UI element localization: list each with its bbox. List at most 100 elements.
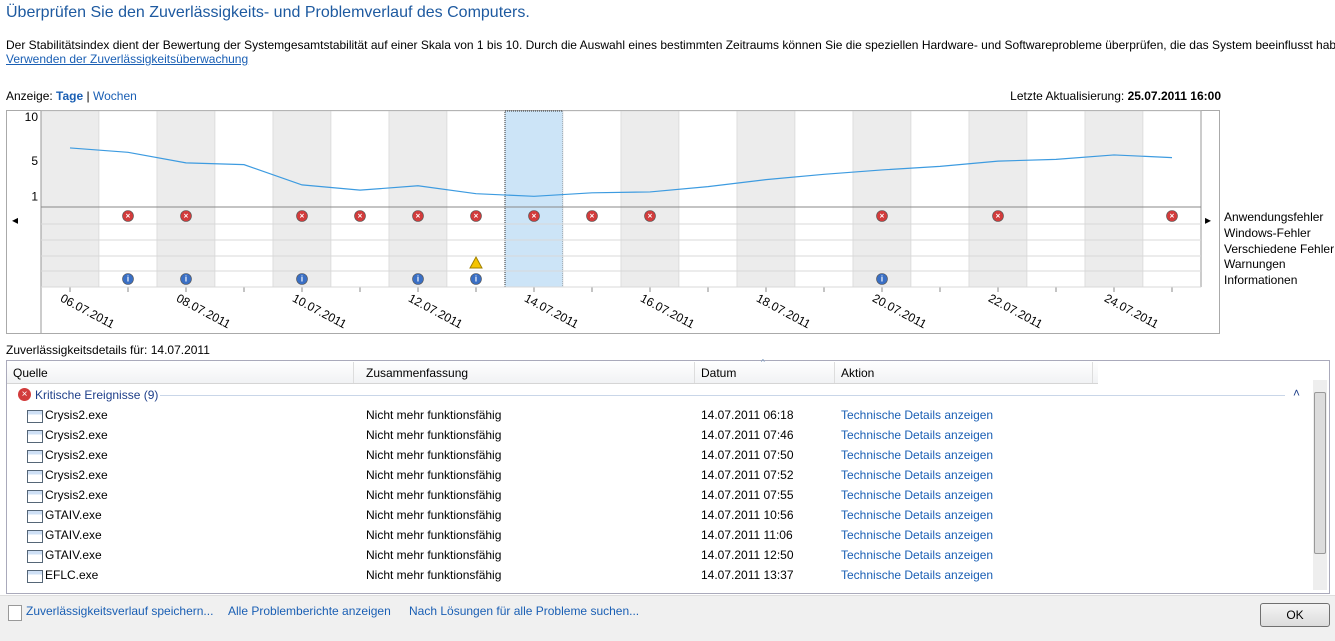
cell: 14.07.2011 07:46 xyxy=(701,428,794,442)
icon-glyph: × xyxy=(300,212,305,221)
cell: EFLC.exe xyxy=(45,568,99,582)
cell: Nicht mehr funktionsfähig xyxy=(366,468,502,482)
icon-glyph: × xyxy=(358,212,363,221)
row-icon xyxy=(27,450,43,463)
error-icon xyxy=(644,210,656,222)
y-tick-label: 10 xyxy=(25,110,39,124)
icon-glyph: × xyxy=(880,212,885,221)
info-icon xyxy=(470,273,482,285)
cell: Nicht mehr funktionsfähig xyxy=(366,488,502,502)
selected-day xyxy=(504,110,564,288)
cell: Nicht mehr funktionsfähig xyxy=(366,528,502,542)
row-icon xyxy=(27,510,43,523)
cell: GTAIV.exe xyxy=(45,508,102,522)
update-label: Letzte Aktualisierung: xyxy=(1010,89,1125,103)
scrollbar[interactable] xyxy=(1313,380,1327,590)
column-sep xyxy=(1092,362,1093,383)
error-icon xyxy=(296,210,308,222)
stability-line xyxy=(69,147,1173,197)
error-icon xyxy=(992,210,1004,222)
cell: Crysis2.exe xyxy=(45,448,108,462)
collapse: ˄ xyxy=(1293,386,1301,400)
cell: Nicht mehr funktionsfähig xyxy=(366,428,502,442)
cell: 14.07.2011 07:55 xyxy=(701,488,794,502)
days-link[interactable]: Tage xyxy=(56,89,84,103)
column-header[interactable]: Aktion xyxy=(841,366,875,380)
sep: | xyxy=(86,89,90,103)
scroll-right: ▸ xyxy=(1205,213,1211,227)
day-column xyxy=(272,110,332,288)
footer-link[interactable]: Zuverlässigkeitsverlauf speichern... xyxy=(26,604,214,618)
icon-glyph: × xyxy=(1170,212,1175,221)
info-icon xyxy=(122,273,134,285)
cell: Nicht mehr funktionsfähig xyxy=(366,408,502,422)
error-icon xyxy=(528,210,540,222)
details-label: Zuverlässigkeitsdetails für: 14.07.2011 xyxy=(6,343,210,357)
details-link[interactable]: Technische Details anzeigen xyxy=(841,488,994,502)
day-column xyxy=(620,110,680,288)
cell: Crysis2.exe xyxy=(45,468,108,482)
row-icon xyxy=(27,530,43,543)
error-icon xyxy=(354,210,366,222)
info-icon xyxy=(876,273,888,285)
row-label: Windows-Fehler xyxy=(1224,226,1311,240)
y-tick-label: 1 xyxy=(31,189,38,203)
footer-link[interactable]: Nach Lösungen für alle Probleme suchen..… xyxy=(409,604,640,618)
details-link[interactable]: Technische Details anzeigen xyxy=(841,508,994,522)
info-icon xyxy=(412,273,424,285)
day-column xyxy=(736,110,796,288)
icon-glyph: i xyxy=(301,275,303,284)
icon-glyph: × xyxy=(184,212,189,221)
column-sep xyxy=(694,362,695,383)
icon-glyph: i xyxy=(417,275,419,284)
day-column xyxy=(910,110,970,288)
sort-arrow: ^ xyxy=(761,358,765,367)
icon-glyph: × xyxy=(126,212,131,221)
icon-glyph: × xyxy=(996,212,1001,221)
details-link[interactable]: Technische Details anzeigen xyxy=(841,548,994,562)
error-icon xyxy=(1166,210,1178,222)
help-link[interactable]: Verwenden der Zuverlässigkeitsüberwachun… xyxy=(6,52,249,66)
row-icon xyxy=(27,490,43,503)
error-icon xyxy=(470,210,482,222)
cell: 14.07.2011 12:50 xyxy=(701,548,794,562)
details-link[interactable]: Technische Details anzeigen xyxy=(841,568,994,582)
row-label: Informationen xyxy=(1224,273,1297,287)
scroll-left: ◂ xyxy=(12,213,18,227)
details-link[interactable]: Technische Details anzeigen xyxy=(841,468,994,482)
error-icon xyxy=(122,210,134,222)
day-column xyxy=(968,110,1028,288)
title: Überprüfen Sie den Zuverlässigkeits- und… xyxy=(6,4,530,21)
ok-button[interactable]: OK xyxy=(1260,603,1330,627)
day-column xyxy=(562,110,622,288)
icon-glyph: × xyxy=(474,212,479,221)
description: Der Stabilitätsindex dient der Bewertung… xyxy=(6,38,1335,52)
cell: GTAIV.exe xyxy=(45,528,102,542)
day-column xyxy=(678,110,738,288)
scroll-thumb[interactable] xyxy=(1314,392,1326,554)
cell: Nicht mehr funktionsfähig xyxy=(366,548,502,562)
details-link[interactable]: Technische Details anzeigen xyxy=(841,428,994,442)
day-column xyxy=(214,110,274,288)
cell: Crysis2.exe xyxy=(45,428,108,442)
row-label: Verschiedene Fehler xyxy=(1224,242,1334,256)
cell: Crysis2.exe xyxy=(45,488,108,502)
column-header[interactable]: Zusammenfassung xyxy=(366,366,469,380)
icon-glyph: i xyxy=(185,275,187,284)
column-sep xyxy=(353,362,354,383)
details-link[interactable]: Technische Details anzeigen xyxy=(841,448,994,462)
weeks-link[interactable]: Wochen xyxy=(92,89,137,103)
column-header[interactable]: Quelle xyxy=(13,366,48,380)
footer-link[interactable]: Alle Problemberichte anzeigen xyxy=(228,604,391,618)
error-icon xyxy=(180,210,192,222)
details-link[interactable]: Technische Details anzeigen xyxy=(841,528,994,542)
details-table xyxy=(6,360,1330,594)
icon-glyph: i xyxy=(475,275,477,284)
warning-icon xyxy=(469,255,483,269)
icon-glyph: i xyxy=(127,275,129,284)
cell: 14.07.2011 13:37 xyxy=(701,568,794,582)
details-link[interactable]: Technische Details anzeigen xyxy=(841,408,994,422)
day-column xyxy=(330,110,390,288)
column-header[interactable]: Datum xyxy=(701,366,737,380)
